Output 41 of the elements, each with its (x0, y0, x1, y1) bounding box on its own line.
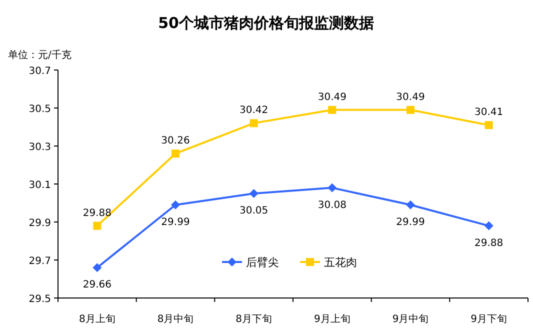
point (250, 119, 258, 128)
data-label: 29.99 (161, 216, 190, 228)
point (93, 222, 102, 230)
y-tick-label: 29.7 (28, 256, 51, 267)
x-tick-label: 8月上旬 (78, 313, 116, 325)
point (92, 263, 102, 272)
legend-label: 五花肉 (324, 256, 357, 269)
point (484, 121, 493, 130)
chart-title: 50个城市猪肉价格旬报监测数据 (158, 14, 374, 32)
point (328, 183, 337, 192)
legend-label: 后臂尖 (246, 256, 279, 269)
point (171, 200, 180, 210)
data-label: 30.49 (396, 92, 425, 103)
data-label: 29.88 (82, 208, 112, 219)
point (406, 106, 414, 114)
x-tick-label: 8月中旬 (157, 313, 194, 325)
y-tick-label: 29.9 (28, 218, 51, 229)
data-label: 30.41 (474, 107, 504, 118)
y-tick-label: 30.7 (28, 66, 51, 77)
data-label: 30.26 (161, 136, 190, 147)
point (172, 150, 180, 158)
point (484, 221, 494, 230)
y-tick-label: 30.3 (28, 142, 51, 153)
data-label: 30.08 (318, 200, 346, 211)
x-tick-label: 9月下旬 (470, 313, 508, 325)
y-tick-label: 30.1 (28, 180, 51, 191)
data-label: 30.05 (240, 206, 268, 216)
data-label: 29.88 (474, 238, 504, 249)
data-label: 30.42 (240, 105, 268, 116)
x-tick-label: 9月上旬 (314, 313, 350, 325)
y-tick-label: 30.5 (28, 104, 51, 115)
data-label: 29.66 (82, 280, 112, 291)
point (328, 106, 336, 114)
data-label: 30.49 (318, 92, 346, 103)
x-tick-label: 8月下旬 (236, 313, 272, 325)
y-tick-label: 29.5 (28, 294, 51, 305)
point (249, 189, 258, 198)
point (406, 200, 415, 210)
data-label: 29.99 (396, 216, 425, 228)
y-axis-title: 单位：元/千克 (8, 49, 72, 61)
x-tick-label: 9月中旬 (392, 313, 429, 325)
